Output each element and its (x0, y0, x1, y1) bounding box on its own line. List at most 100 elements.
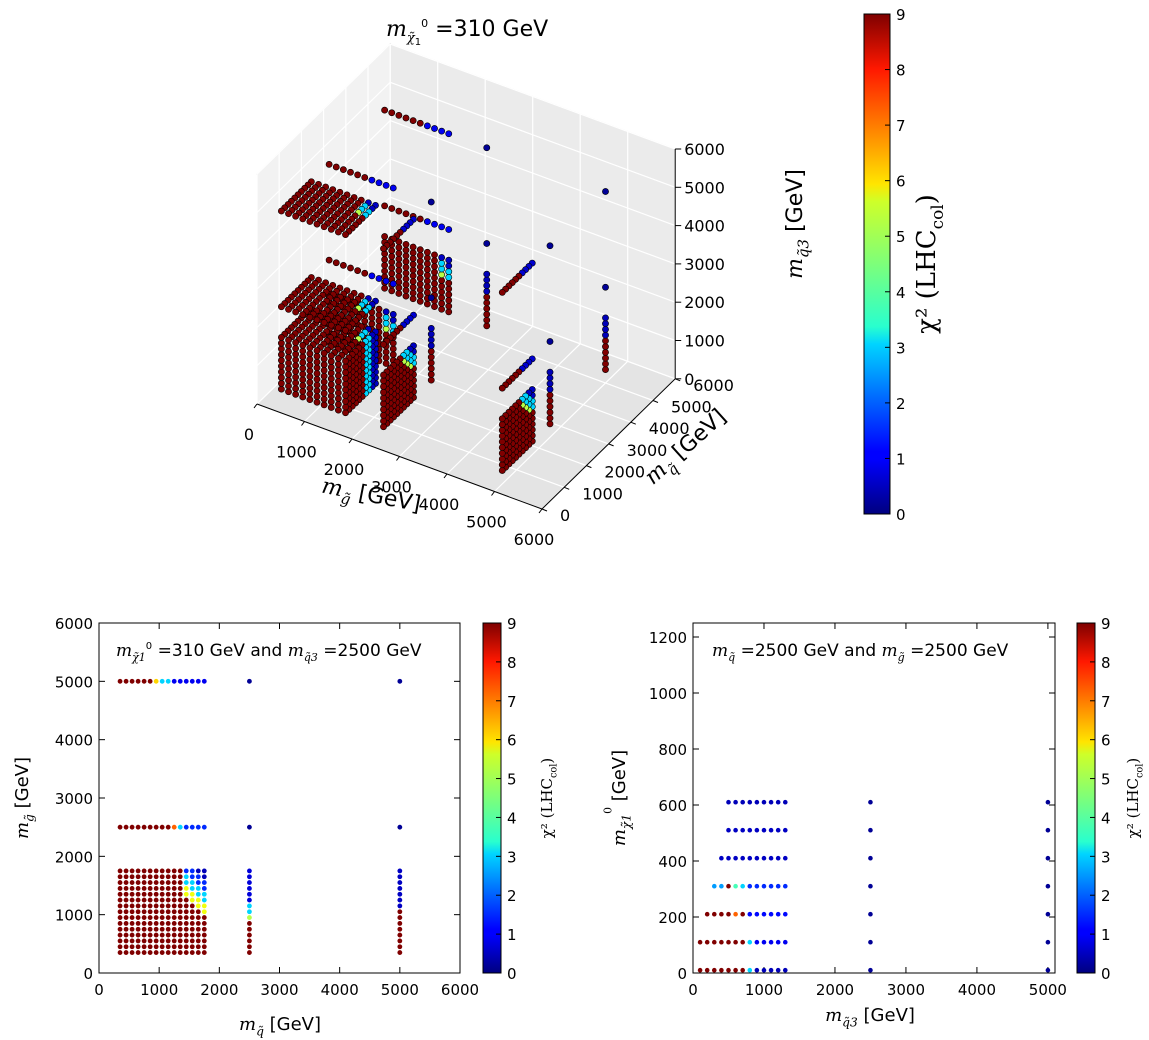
data-point (397, 880, 403, 885)
data-point (129, 944, 135, 950)
data-point (397, 874, 403, 880)
data-point (277, 356, 285, 364)
data-point (327, 386, 335, 394)
data-point (135, 874, 141, 880)
data-point (147, 891, 153, 897)
data-point (117, 824, 123, 830)
data-point (189, 824, 195, 830)
data-point (165, 921, 171, 926)
data-point (768, 967, 774, 973)
data-point (165, 880, 171, 885)
data-point (171, 921, 177, 926)
data-point (201, 880, 207, 885)
data-point (782, 911, 788, 917)
data-point (123, 678, 129, 684)
data-point (313, 393, 321, 400)
data-point (381, 261, 389, 269)
data-point (602, 331, 609, 339)
data-point (483, 322, 491, 330)
colorbar-tick-label: 1 (507, 926, 517, 944)
data-point (285, 359, 292, 367)
data-point (141, 926, 147, 932)
data-point (409, 249, 417, 257)
data-point (334, 383, 342, 391)
data-point (153, 897, 159, 903)
data-point (195, 897, 201, 903)
data-point (171, 926, 177, 932)
data-point (201, 868, 207, 874)
data-point (402, 286, 410, 294)
data-point (277, 339, 285, 347)
data-point (135, 938, 141, 944)
data-point (292, 373, 300, 381)
data-point (397, 824, 403, 830)
data-point (775, 827, 781, 833)
x-tick-label: 5000 (466, 513, 507, 532)
data-point (165, 903, 171, 909)
data-point (141, 880, 147, 885)
data-point (247, 932, 252, 938)
data-point (761, 967, 767, 973)
data-point (177, 932, 183, 938)
data-point (159, 891, 165, 897)
data-point (189, 932, 195, 938)
colorbar-tick-label: 6 (1101, 732, 1111, 750)
data-point (498, 421, 506, 428)
data-point (409, 272, 417, 280)
data-point (306, 373, 314, 381)
data-point (761, 799, 767, 805)
data-point (306, 356, 314, 363)
x-tick-label: 3000 (260, 981, 298, 999)
data-point (201, 874, 207, 880)
data-point (320, 384, 328, 392)
data-point (165, 909, 171, 915)
data-point (381, 106, 389, 114)
data-point (195, 915, 201, 920)
data-point (380, 245, 387, 253)
data-point (299, 382, 307, 389)
data-point (380, 411, 387, 419)
data-point (141, 903, 147, 909)
x-tick-label: 1000 (140, 981, 178, 999)
data-point (395, 267, 403, 274)
data-point (123, 950, 129, 955)
data-point (602, 188, 609, 195)
data-point (711, 911, 717, 917)
data-point (325, 256, 333, 264)
data-point (483, 270, 491, 278)
data-point (123, 938, 129, 944)
data-point (427, 198, 435, 206)
data-point (334, 406, 342, 414)
y-tick-label: 4000 (649, 419, 690, 438)
data-point (195, 950, 201, 955)
y-tick-label: 2000 (604, 463, 645, 482)
data-point (868, 855, 873, 861)
data-point (368, 320, 376, 328)
data-point (165, 897, 171, 903)
data-point (427, 359, 435, 367)
data-point (445, 308, 453, 316)
data-point (123, 897, 129, 903)
data-point (159, 880, 165, 885)
data-point (177, 921, 183, 926)
data-point (183, 921, 189, 926)
data-point (334, 324, 342, 332)
data-point (141, 915, 147, 920)
data-point (165, 874, 171, 880)
data-point (697, 939, 703, 945)
data-point (327, 226, 335, 233)
x-tick-label: 5000 (1029, 981, 1067, 999)
data-point (389, 345, 397, 353)
x-tick-label: 2000 (324, 460, 365, 479)
y-tick-label: 600 (658, 797, 687, 815)
data-point (361, 269, 369, 277)
data-point (117, 678, 123, 684)
data-point (177, 909, 183, 915)
data-point (153, 944, 159, 950)
y-tick-label: 800 (658, 741, 687, 759)
data-point (117, 915, 123, 920)
x-tick-label: 2000 (200, 981, 238, 999)
data-point (347, 168, 354, 176)
x-tick (301, 421, 305, 426)
data-point (380, 377, 387, 385)
